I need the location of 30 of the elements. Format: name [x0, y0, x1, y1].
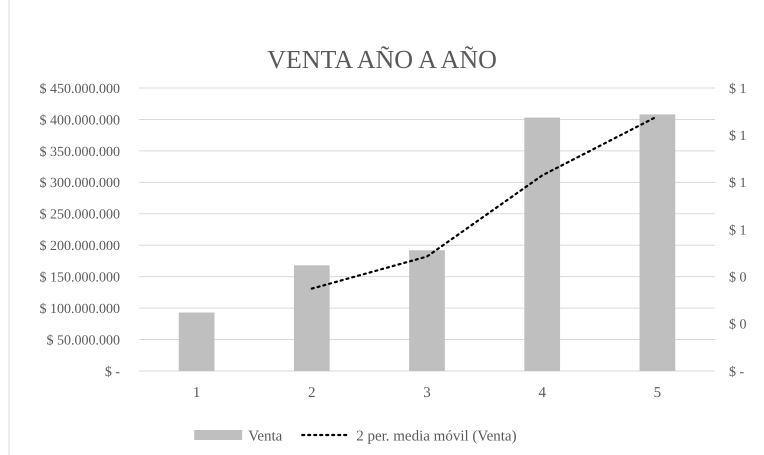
- x-tick-label: 5: [654, 385, 662, 401]
- x-tick-label: 3: [423, 385, 431, 401]
- bar: [294, 265, 330, 371]
- bar: [524, 118, 560, 371]
- y2-tick-label: $ 1: [729, 129, 746, 144]
- y-tick-label: $ 450.000.000: [40, 82, 120, 97]
- y-tick-label: $ 250.000.000: [40, 208, 120, 223]
- y2-tick-label: $ 1: [729, 223, 746, 238]
- bar: [640, 114, 676, 371]
- y-tick-label: $ 150.000.000: [40, 270, 120, 286]
- x-tick-label: 1: [192, 385, 200, 401]
- y-tick-label: $ -: [104, 364, 120, 380]
- bar: [178, 312, 214, 371]
- y2-tick-label: $ 1: [729, 82, 746, 97]
- legend-label: Venta: [248, 428, 283, 444]
- legend-label: 2 per. media móvil (Venta): [356, 428, 517, 444]
- y2-tick-label: $ 0: [729, 318, 746, 333]
- chart-title: VENTA AÑO A AÑO: [267, 45, 497, 74]
- bar: [409, 250, 445, 371]
- y-tick-label: $ 100.000.000: [40, 302, 120, 318]
- y-tick-label: $ 50.000.000: [46, 333, 120, 348]
- y-tick-label: $ 350.000.000: [40, 144, 120, 160]
- y-tick-label: $ 400.000.000: [40, 113, 120, 128]
- y-tick-label: $ 300.000.000: [40, 176, 120, 192]
- y2-tick-label: $ 0: [729, 270, 746, 286]
- x-tick-label: 2: [308, 385, 316, 401]
- y2-tick-label: $ 1: [729, 176, 746, 192]
- y-tick-label: $ 200.000.000: [40, 239, 120, 254]
- x-tick-label: 4: [538, 385, 546, 401]
- y2-tick-label: $ -: [729, 364, 744, 380]
